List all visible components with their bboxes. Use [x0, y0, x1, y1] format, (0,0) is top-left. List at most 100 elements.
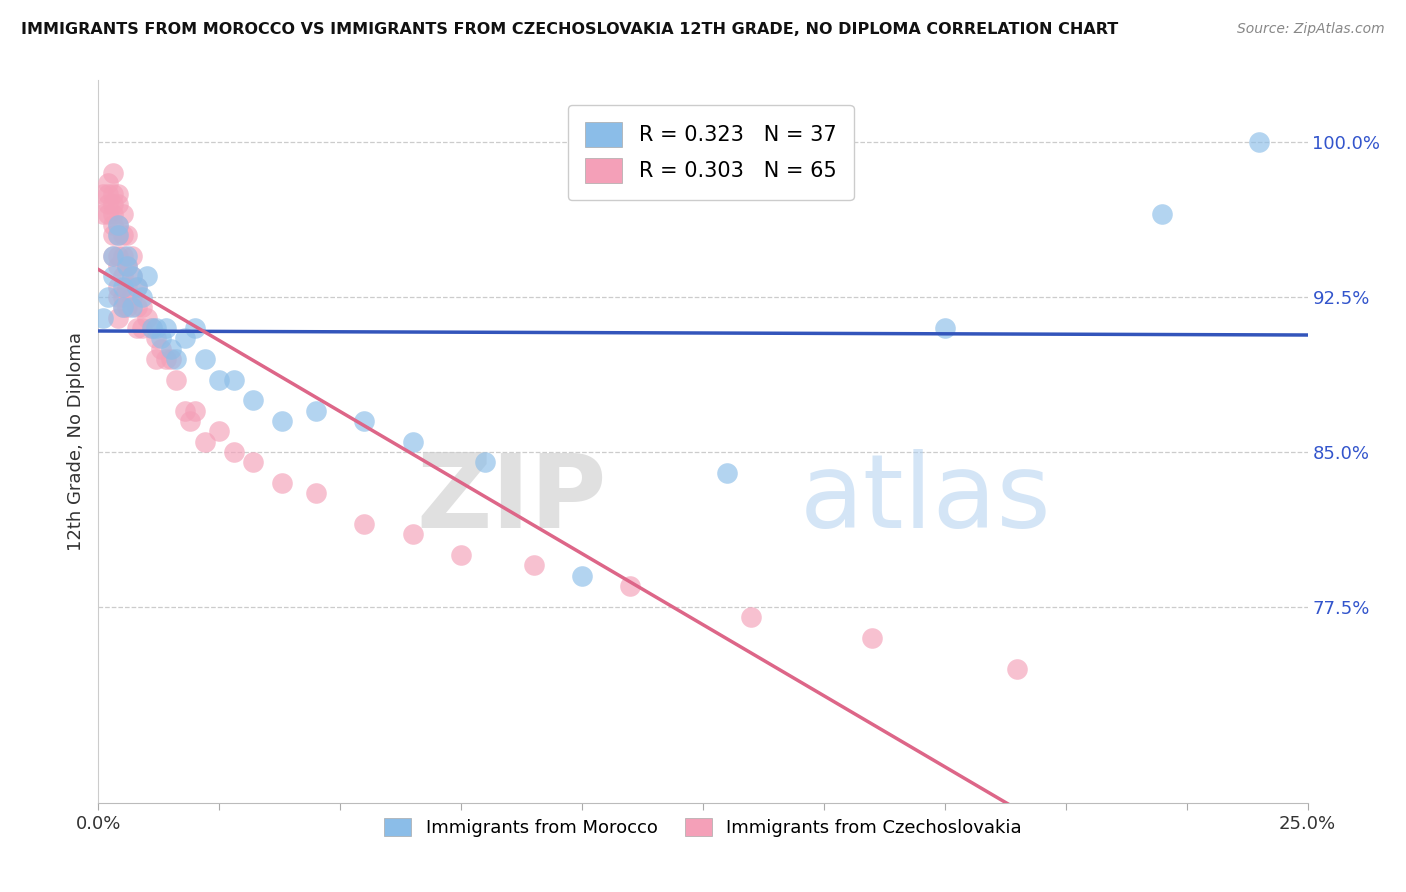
Point [353, 414, 375, 428]
Point [101, 197, 124, 211]
Point [934, 321, 956, 335]
Point [107, 310, 129, 325]
Point [160, 351, 183, 366]
Point [1152, 207, 1174, 221]
Point [101, 218, 124, 232]
Point [131, 321, 153, 335]
Point [174, 403, 197, 417]
Point [145, 351, 167, 366]
Point [101, 207, 124, 221]
Point [474, 455, 496, 469]
Point [117, 259, 139, 273]
Point [135, 269, 157, 284]
Point [117, 249, 139, 263]
Point [101, 249, 124, 263]
Point [179, 414, 201, 428]
Point [121, 269, 143, 284]
Text: ZIP: ZIP [416, 449, 606, 549]
Point [107, 218, 129, 232]
Point [150, 331, 173, 345]
Point [107, 228, 129, 243]
Point [107, 290, 129, 304]
Text: atlas: atlas [800, 449, 1052, 549]
Point [860, 631, 883, 645]
Point [107, 259, 129, 273]
Point [97, 186, 120, 201]
Point [91, 207, 114, 221]
Point [242, 455, 264, 469]
Point [402, 434, 425, 449]
Point [127, 279, 149, 293]
Point [194, 351, 217, 366]
Point [97, 177, 120, 191]
Point [117, 279, 139, 293]
Point [101, 186, 124, 201]
Point [571, 568, 593, 582]
Point [101, 166, 124, 180]
Point [111, 249, 134, 263]
Point [107, 186, 129, 201]
Point [117, 259, 139, 273]
Point [111, 269, 134, 284]
Point [740, 610, 762, 624]
Point [121, 249, 143, 263]
Point [208, 424, 231, 438]
Point [716, 466, 738, 480]
Point [121, 269, 143, 284]
Point [353, 517, 375, 532]
Point [131, 290, 153, 304]
Point [155, 321, 177, 335]
Point [131, 301, 153, 315]
Point [101, 228, 124, 243]
Y-axis label: 12th Grade, No Diploma: 12th Grade, No Diploma [66, 332, 84, 551]
Point [141, 321, 163, 335]
Point [107, 228, 129, 243]
Point [184, 403, 207, 417]
Point [141, 321, 163, 335]
Point [222, 373, 245, 387]
Point [117, 228, 139, 243]
Point [305, 486, 328, 500]
Point [107, 218, 129, 232]
Point [194, 434, 217, 449]
Point [117, 301, 139, 315]
Point [127, 301, 149, 315]
Point [107, 279, 129, 293]
Point [208, 373, 231, 387]
Point [91, 186, 114, 201]
Point [97, 207, 120, 221]
Point [97, 197, 120, 211]
Point [121, 290, 143, 304]
Point [242, 393, 264, 408]
Point [97, 290, 120, 304]
Text: IMMIGRANTS FROM MOROCCO VS IMMIGRANTS FROM CZECHOSLOVAKIA 12TH GRADE, NO DIPLOMA: IMMIGRANTS FROM MOROCCO VS IMMIGRANTS FR… [21, 22, 1118, 37]
Point [174, 331, 197, 345]
Point [145, 331, 167, 345]
Point [107, 197, 129, 211]
Point [160, 342, 183, 356]
Point [107, 249, 129, 263]
Point [402, 527, 425, 541]
Point [1249, 135, 1271, 149]
Point [305, 403, 328, 417]
Legend: R = 0.323   N = 37, R = 0.303   N = 65: R = 0.323 N = 37, R = 0.303 N = 65 [568, 105, 853, 200]
Text: Source: ZipAtlas.com: Source: ZipAtlas.com [1237, 22, 1385, 37]
Point [165, 373, 187, 387]
Point [101, 249, 124, 263]
Point [619, 579, 641, 593]
Point [111, 301, 134, 315]
Point [121, 301, 143, 315]
Point [271, 414, 294, 428]
Point [165, 351, 187, 366]
Point [523, 558, 546, 573]
Point [111, 228, 134, 243]
Point [111, 301, 134, 315]
Point [101, 269, 124, 284]
Point [111, 290, 134, 304]
Point [450, 548, 472, 562]
Point [271, 475, 294, 490]
Point [127, 321, 149, 335]
Point [1007, 662, 1029, 676]
Point [145, 321, 167, 335]
Point [127, 279, 149, 293]
